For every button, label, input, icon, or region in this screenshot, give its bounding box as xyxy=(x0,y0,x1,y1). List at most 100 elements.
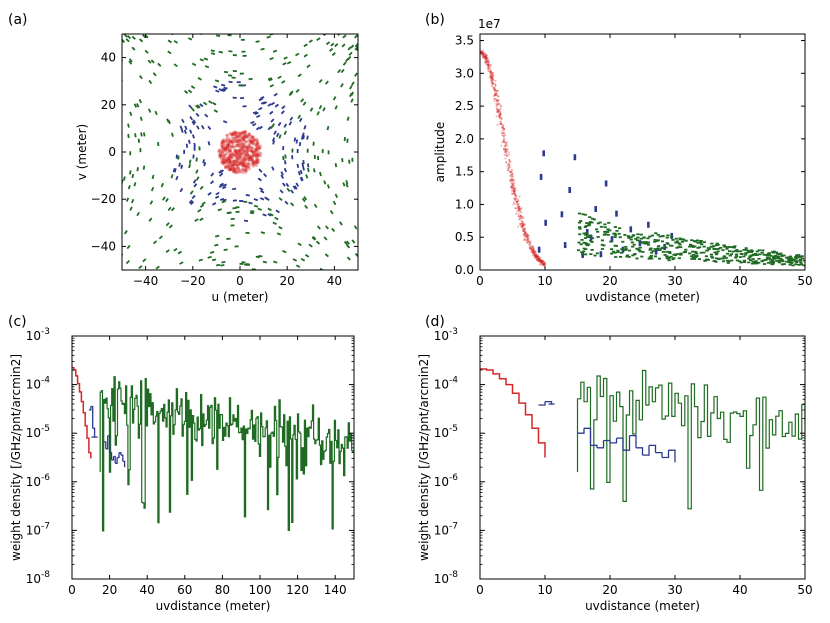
a-point-intermediate xyxy=(296,163,300,169)
b-point-core xyxy=(539,263,542,266)
b-point-outer xyxy=(618,227,622,230)
a-point-intermediate xyxy=(193,142,196,148)
a-point-core xyxy=(247,143,251,147)
b-point-outer xyxy=(660,240,665,243)
b-point-core xyxy=(511,172,514,175)
b-point-core xyxy=(482,56,485,59)
a-point-core xyxy=(237,148,242,153)
b-point-core xyxy=(508,169,511,172)
a-point-core xyxy=(242,131,246,135)
b-point-core xyxy=(526,235,529,238)
a-point-outer xyxy=(303,196,308,201)
b-point-core xyxy=(491,76,494,79)
a-point-core xyxy=(231,152,235,156)
a-point-core xyxy=(245,146,249,150)
b-point-outer xyxy=(590,221,594,224)
b-point-core xyxy=(488,70,491,73)
a-point-outer xyxy=(241,50,246,53)
a-point-core xyxy=(220,160,224,164)
b-point-core xyxy=(525,233,528,236)
a-point-core xyxy=(222,160,226,164)
b-point-core xyxy=(532,250,535,253)
a-point-core xyxy=(254,163,258,168)
a-point-intermediate xyxy=(271,166,275,171)
b-point-core xyxy=(489,75,492,78)
a-point-core xyxy=(236,163,240,167)
b-point-core xyxy=(529,243,532,246)
b-point-core xyxy=(492,74,495,77)
a-point-outer xyxy=(317,29,321,33)
b-point-intermediate xyxy=(581,251,584,258)
b-point-core xyxy=(489,70,492,73)
a-point-core xyxy=(244,154,248,158)
b-point-core xyxy=(491,73,494,76)
b-point-outer xyxy=(674,237,678,240)
b-point-core xyxy=(523,228,526,231)
b-point-outer xyxy=(630,241,634,244)
panel-label-d: (d) xyxy=(425,314,445,330)
a-point-core xyxy=(218,153,222,158)
b-point-core xyxy=(493,86,496,89)
b-point-core xyxy=(520,211,523,214)
b-point-core xyxy=(526,234,529,237)
b-point-outer xyxy=(585,242,589,245)
b-point-core xyxy=(498,114,501,117)
a-point-core xyxy=(237,155,241,159)
b-point-core xyxy=(511,179,514,182)
a-point-outer xyxy=(322,107,326,112)
a-point-outer xyxy=(221,261,226,264)
b-point-core xyxy=(513,191,516,194)
b-point-core xyxy=(487,67,490,70)
b-point-core xyxy=(480,52,483,55)
a-point-outer xyxy=(346,116,350,121)
b-point-core xyxy=(533,250,536,253)
b-point-outer xyxy=(656,239,660,242)
a-point-outer xyxy=(195,104,200,109)
b-point-outer xyxy=(742,261,747,263)
b-point-core xyxy=(511,179,514,182)
a-point-intermediate xyxy=(259,197,265,201)
d-series-intermediate xyxy=(649,444,657,453)
a-point-core xyxy=(235,157,239,161)
a-point-core xyxy=(249,156,253,160)
b-point-core xyxy=(505,149,508,152)
a-point-intermediate xyxy=(240,97,245,100)
a-point-outer xyxy=(127,133,130,139)
b-point-outer xyxy=(691,254,696,256)
a-point-outer xyxy=(201,201,206,206)
b-point-core xyxy=(502,148,505,151)
b-point-outer xyxy=(735,250,740,253)
b-point-core xyxy=(510,177,513,180)
b-point-core xyxy=(510,170,513,173)
d-ytick-label: 10-5 xyxy=(434,424,458,440)
b-point-core xyxy=(497,89,500,92)
b-point-outer xyxy=(710,242,714,245)
a-point-outer xyxy=(136,211,140,217)
a-point-core xyxy=(243,130,247,134)
b-point-core xyxy=(518,205,521,208)
a-point-outer xyxy=(345,179,349,185)
a-point-outer xyxy=(324,253,329,258)
a-point-core xyxy=(255,144,259,148)
b-point-core xyxy=(499,107,502,110)
c-series-intermediate xyxy=(119,451,122,456)
a-point-intermediate xyxy=(184,125,188,131)
b-point-core xyxy=(485,57,488,60)
b-point-core xyxy=(496,100,499,103)
a-point-outer xyxy=(129,111,133,117)
b-point-outer xyxy=(584,248,588,250)
b-point-core xyxy=(526,239,529,242)
a-point-core xyxy=(233,134,238,138)
b-point-core xyxy=(497,111,500,114)
a-point-outer xyxy=(195,169,199,174)
a-point-core xyxy=(251,146,255,151)
b-point-outer xyxy=(776,259,781,262)
b-point-core xyxy=(541,260,544,263)
a-point-outer xyxy=(130,198,135,204)
a-point-core xyxy=(252,162,256,166)
b-point-core xyxy=(489,65,492,68)
b-point-intermediate xyxy=(539,173,543,180)
b-point-outer xyxy=(626,235,631,237)
b-point-core xyxy=(531,251,534,254)
a-point-outer xyxy=(148,79,153,85)
